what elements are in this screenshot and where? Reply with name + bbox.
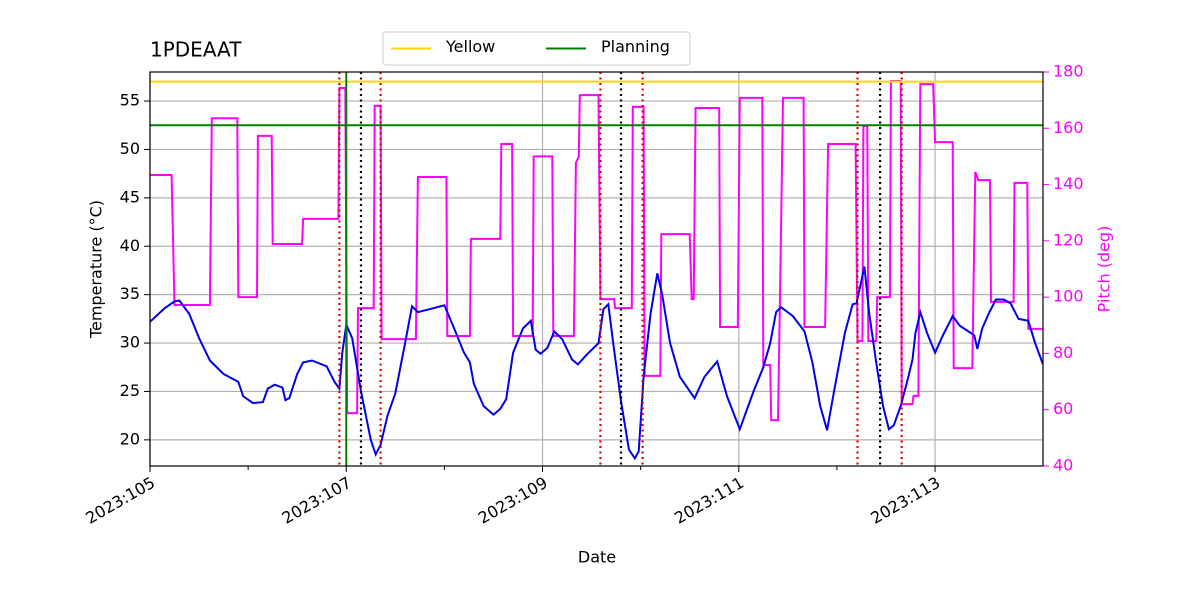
y-tick-label: 45 bbox=[120, 187, 140, 206]
y2-tick-label: 100 bbox=[1053, 287, 1084, 306]
x-tick-label: 2023:113 bbox=[867, 473, 943, 528]
y-tick-label: 55 bbox=[120, 91, 140, 110]
y2-tick-label: 80 bbox=[1053, 343, 1073, 362]
y-tick-label: 20 bbox=[120, 429, 140, 448]
x-tick-label: 2023:107 bbox=[279, 473, 355, 528]
plot-area bbox=[150, 72, 1043, 466]
x-tick-label: 2023:109 bbox=[475, 473, 551, 528]
y-tick-label: 40 bbox=[120, 236, 140, 255]
y-tick-label: 30 bbox=[120, 333, 140, 352]
x-tick-label: 2023:111 bbox=[671, 473, 747, 528]
y2-tick-label: 60 bbox=[1053, 399, 1073, 418]
y2-tick-label: 140 bbox=[1053, 174, 1084, 193]
y-tick-label: 35 bbox=[120, 284, 140, 303]
y2-axis-label: Pitch (deg) bbox=[1095, 226, 1114, 313]
y2-tick-label: 120 bbox=[1053, 230, 1084, 249]
x-axis-label: Date bbox=[578, 548, 616, 567]
legend-box bbox=[382, 31, 691, 66]
legend-label: Planning bbox=[601, 37, 670, 56]
axes-frame bbox=[149, 71, 1044, 467]
chart-title: 1PDEAAT bbox=[150, 38, 242, 62]
y-axis-label: Temperature (°C) bbox=[87, 200, 106, 339]
y2-tick-label: 180 bbox=[1053, 62, 1084, 81]
data-line bbox=[150, 80, 1043, 422]
data-line bbox=[150, 266, 1043, 461]
y-tick-label: 50 bbox=[120, 139, 140, 158]
y2-tick-label: 160 bbox=[1053, 118, 1084, 137]
y2-tick-label: 40 bbox=[1053, 456, 1073, 475]
legend-label: Yellow bbox=[445, 37, 495, 56]
x-tick-label: 2023:105 bbox=[82, 473, 158, 528]
y-tick-label: 25 bbox=[120, 381, 140, 400]
